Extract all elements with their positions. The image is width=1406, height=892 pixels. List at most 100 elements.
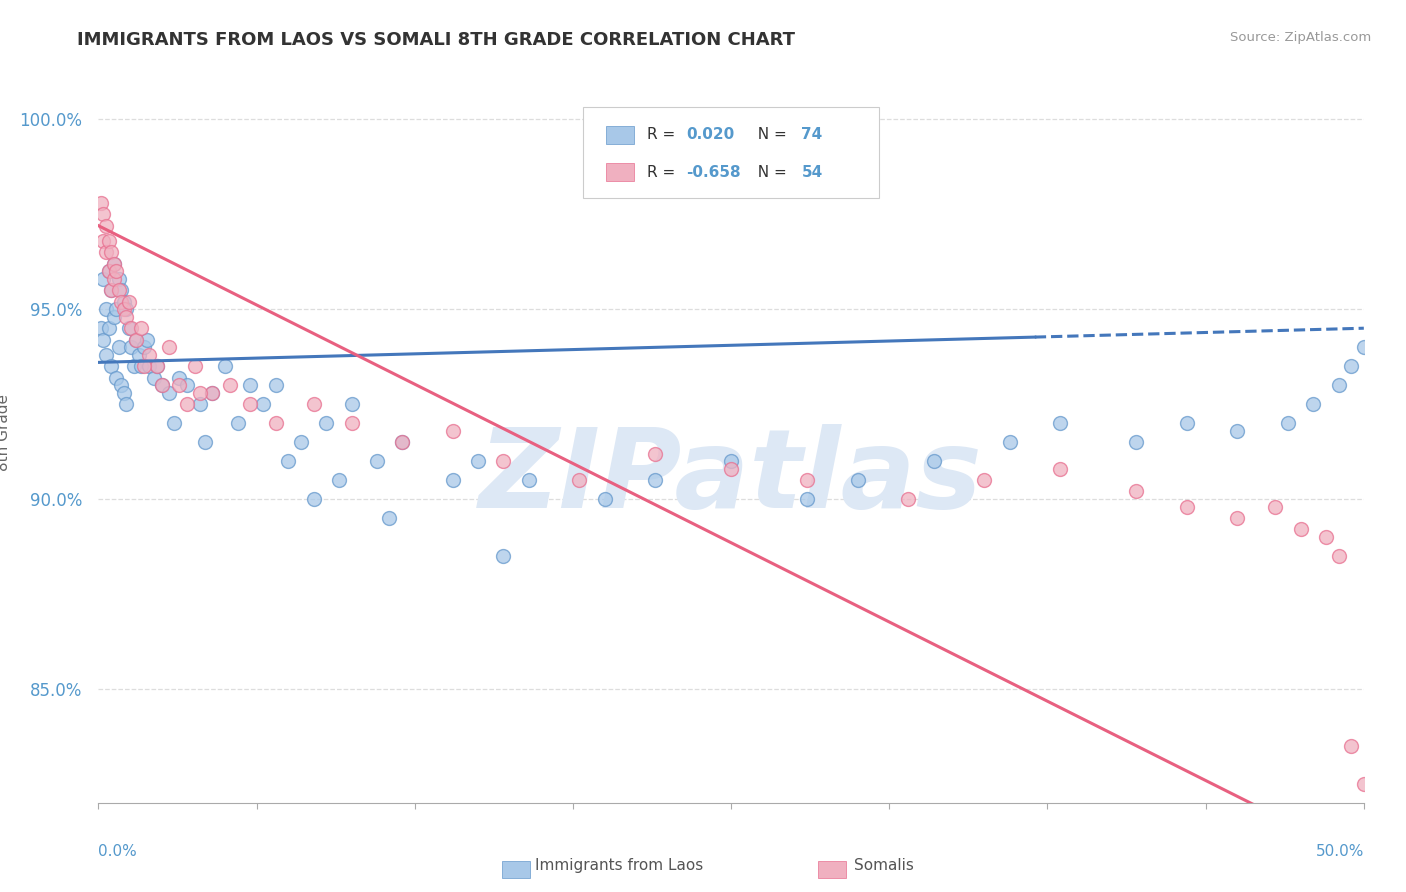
Text: 50.0%: 50.0%: [1316, 844, 1364, 858]
Point: [176, 378, 198, 392]
Point: [492, 549, 515, 563]
Point: [169, 370, 191, 384]
Point: [93, 234, 115, 248]
Point: [239, 378, 262, 392]
Point: [328, 473, 350, 487]
Point: [115, 310, 138, 324]
Point: [1353, 340, 1375, 354]
Point: [1340, 739, 1362, 753]
Point: [391, 435, 413, 450]
Point: [105, 264, 128, 278]
Point: [112, 302, 135, 317]
Point: [290, 435, 312, 450]
Point: [183, 359, 205, 374]
Point: [998, 435, 1021, 450]
Point: [157, 340, 180, 354]
Point: [105, 370, 128, 384]
Point: [644, 473, 666, 487]
Point: [118, 321, 141, 335]
Text: ZIPatlas: ZIPatlas: [479, 424, 983, 531]
Point: [1315, 530, 1337, 544]
Point: [97, 264, 120, 278]
Point: [1175, 500, 1198, 514]
Point: [1175, 416, 1198, 430]
Point: [163, 416, 186, 430]
Point: [922, 454, 945, 468]
Point: [188, 385, 211, 400]
Point: [103, 310, 125, 324]
Point: [201, 385, 224, 400]
Point: [150, 378, 173, 392]
Point: [103, 257, 125, 271]
Point: [264, 378, 287, 392]
Point: [441, 424, 464, 438]
Point: [302, 491, 325, 506]
Point: [131, 321, 153, 335]
Point: [302, 397, 325, 411]
Point: [176, 397, 198, 411]
Point: [644, 446, 666, 460]
Text: Source: ZipAtlas.com: Source: ZipAtlas.com: [1230, 31, 1371, 45]
Point: [188, 397, 211, 411]
Point: [107, 283, 129, 297]
Point: [1289, 523, 1312, 537]
Point: [1226, 424, 1249, 438]
Point: [226, 416, 249, 430]
Point: [1277, 416, 1299, 430]
Point: [1353, 777, 1375, 791]
Text: 0.020: 0.020: [686, 128, 734, 142]
Point: [1340, 359, 1362, 374]
Point: [720, 454, 742, 468]
Point: [169, 378, 191, 392]
Point: [90, 321, 112, 335]
Point: [1049, 461, 1071, 475]
Point: [277, 454, 299, 468]
Point: [517, 473, 540, 487]
Point: [93, 333, 115, 347]
Point: [796, 491, 818, 506]
Text: -0.658: -0.658: [686, 165, 741, 179]
Point: [492, 454, 515, 468]
Point: [110, 294, 132, 309]
Point: [720, 461, 742, 475]
Point: [1049, 416, 1071, 430]
Point: [118, 294, 141, 309]
Point: [796, 473, 818, 487]
Point: [112, 294, 135, 309]
Text: 74: 74: [801, 128, 823, 142]
Point: [135, 333, 157, 347]
Point: [264, 416, 287, 430]
Text: N =: N =: [748, 128, 792, 142]
Point: [105, 302, 128, 317]
Point: [93, 207, 115, 221]
Point: [145, 359, 167, 374]
Point: [97, 234, 120, 248]
Point: [100, 245, 122, 260]
Point: [110, 283, 132, 297]
Point: [125, 333, 148, 347]
Point: [973, 473, 995, 487]
Point: [467, 454, 489, 468]
Point: [93, 272, 115, 286]
Point: [1327, 549, 1350, 563]
Point: [125, 333, 148, 347]
FancyBboxPatch shape: [818, 862, 846, 878]
Point: [214, 359, 236, 374]
Text: 0.0%: 0.0%: [98, 844, 138, 858]
Text: N =: N =: [748, 165, 792, 179]
Point: [145, 359, 167, 374]
Point: [103, 272, 125, 286]
Point: [132, 340, 155, 354]
Point: [138, 348, 160, 362]
Text: IMMIGRANTS FROM LAOS VS SOMALI 8TH GRADE CORRELATION CHART: IMMIGRANTS FROM LAOS VS SOMALI 8TH GRADE…: [77, 31, 796, 49]
Point: [100, 359, 122, 374]
Text: Somalis: Somalis: [853, 858, 914, 873]
Point: [138, 359, 160, 374]
Point: [112, 385, 135, 400]
Point: [122, 359, 145, 374]
Point: [97, 321, 120, 335]
Point: [846, 473, 869, 487]
Point: [94, 348, 117, 362]
Point: [120, 321, 142, 335]
Point: [315, 416, 337, 430]
